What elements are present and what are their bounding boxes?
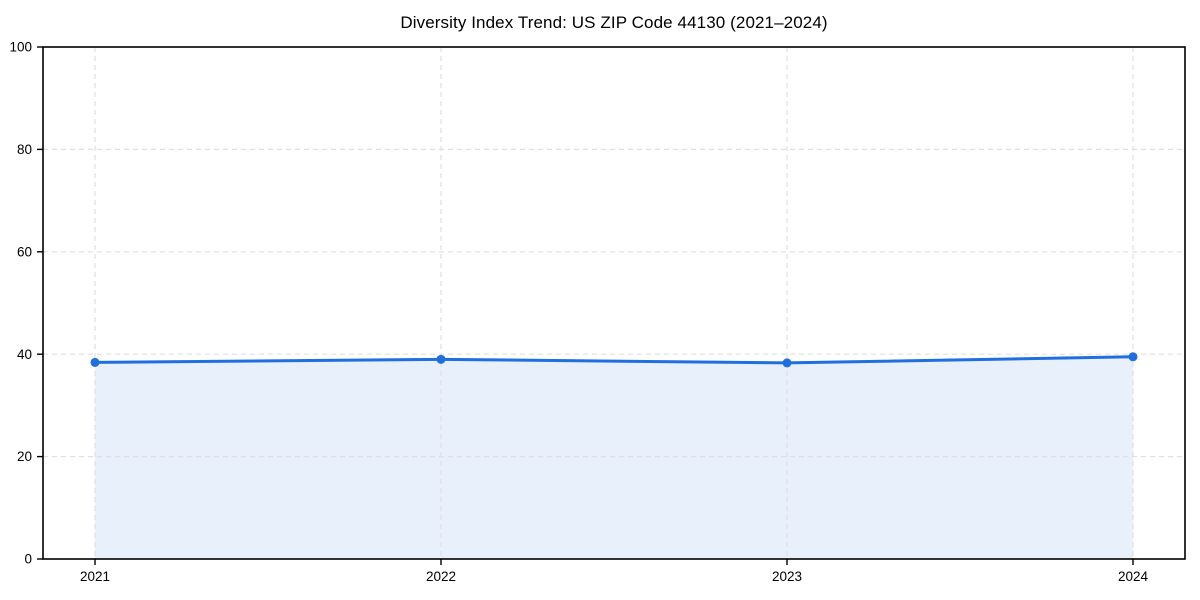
chart-title: Diversity Index Trend: US ZIP Code 44130… [400, 13, 828, 32]
y-tick-label-20: 20 [17, 449, 32, 464]
data-point-2021 [90, 357, 100, 367]
data-point-2024 [1128, 352, 1138, 362]
data-point-2022 [436, 354, 446, 364]
data-point-2023 [782, 358, 792, 368]
x-tick-label-2024: 2024 [1118, 569, 1149, 584]
y-tick-label-60: 60 [17, 244, 32, 259]
y-tick-label-40: 40 [17, 347, 32, 362]
x-tick-label-2023: 2023 [772, 569, 802, 584]
y-tick-label-100: 100 [9, 40, 32, 55]
series-line [93, 355, 1135, 365]
y-tick-label-0: 0 [24, 552, 32, 567]
x-tick-label-2021: 2021 [80, 569, 110, 584]
y-tick-label-80: 80 [17, 142, 32, 157]
x-tick-label-2022: 2022 [426, 569, 456, 584]
axes-spines [42, 46, 1186, 560]
series-area-fill [95, 356, 1133, 559]
